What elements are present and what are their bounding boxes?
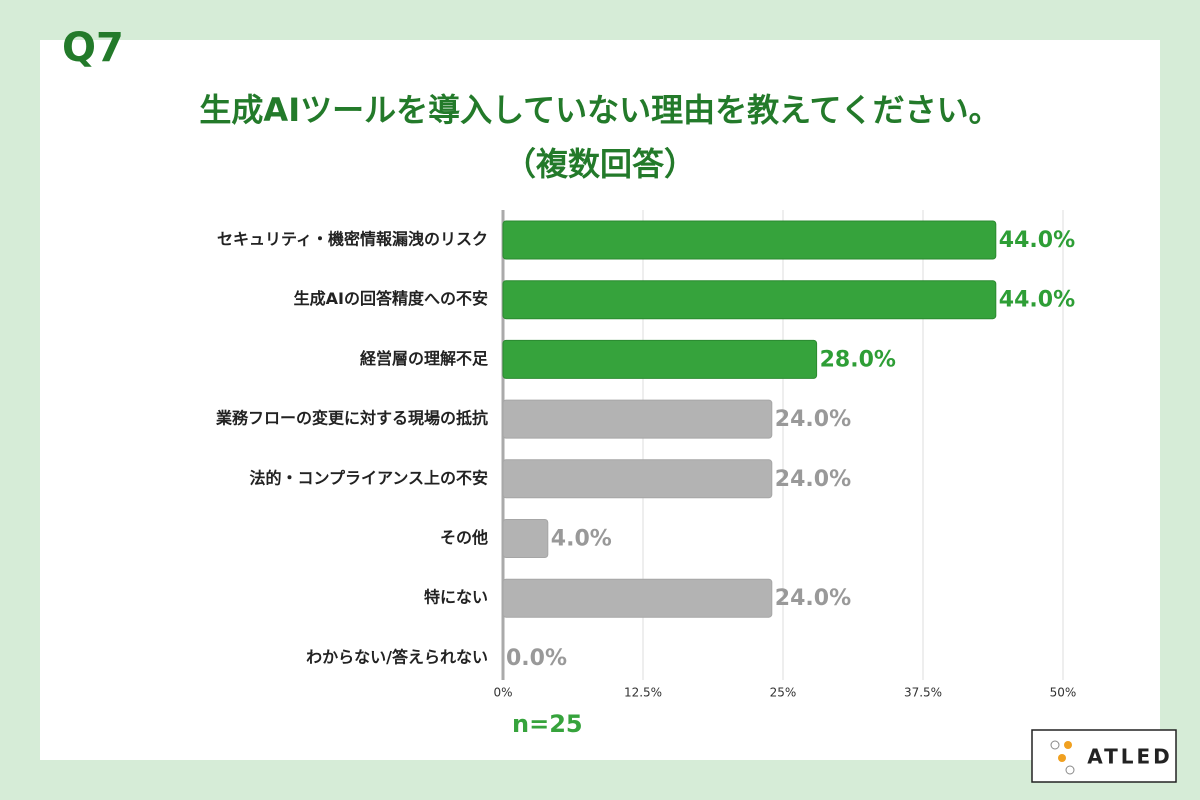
value-label: 24.0% <box>775 586 851 611</box>
bar <box>502 339 818 379</box>
x-tick-label: 0% <box>493 686 512 700</box>
category-label: 業務フローの変更に対する現場の抵抗 <box>215 409 488 428</box>
x-tick-label: 37.5% <box>904 686 942 700</box>
category-label: その他 <box>440 528 488 547</box>
value-label: 4.0% <box>551 527 612 552</box>
value-label: 28.0% <box>820 347 896 372</box>
bar <box>502 578 773 618</box>
chart-title: 生成AIツールを導入していない理由を教えてください。 <box>199 91 1000 129</box>
category-label: わからない/答えられない <box>306 647 488 666</box>
category-label: 法的・コンプライアンス上の不安 <box>249 468 488 487</box>
category-label: セキュリティ・機密情報漏洩のリスク <box>217 230 488 249</box>
value-label: 0.0% <box>506 646 567 671</box>
category-label: 経営層の理解不足 <box>360 349 489 368</box>
logo-box <box>1031 729 1177 783</box>
logo-icon <box>1065 765 1075 775</box>
value-label: 44.0% <box>999 228 1075 253</box>
logo-text: ATLED <box>1087 745 1173 769</box>
logo-icon <box>1050 740 1060 750</box>
bar <box>502 220 997 260</box>
bar <box>502 519 549 558</box>
value-label: 24.0% <box>775 467 851 492</box>
category-label: 生成AIの回答精度への不安 <box>294 289 488 308</box>
x-tick-label: 12.5% <box>624 686 662 700</box>
bar <box>502 399 773 439</box>
x-tick-label: 50% <box>1050 686 1077 700</box>
logo-icon <box>1058 754 1066 762</box>
logo-icon <box>1064 741 1072 749</box>
bar <box>502 459 773 499</box>
value-label: 24.0% <box>775 407 851 432</box>
chart-subtitle: （複数回答） <box>504 145 696 183</box>
x-tick-label: 25% <box>770 686 797 700</box>
bar <box>502 280 997 320</box>
question-label: Q7 <box>62 25 124 71</box>
sample-note: n=25 <box>512 710 583 738</box>
value-label: 44.0% <box>999 288 1075 313</box>
category-label: 特にない <box>424 588 488 607</box>
